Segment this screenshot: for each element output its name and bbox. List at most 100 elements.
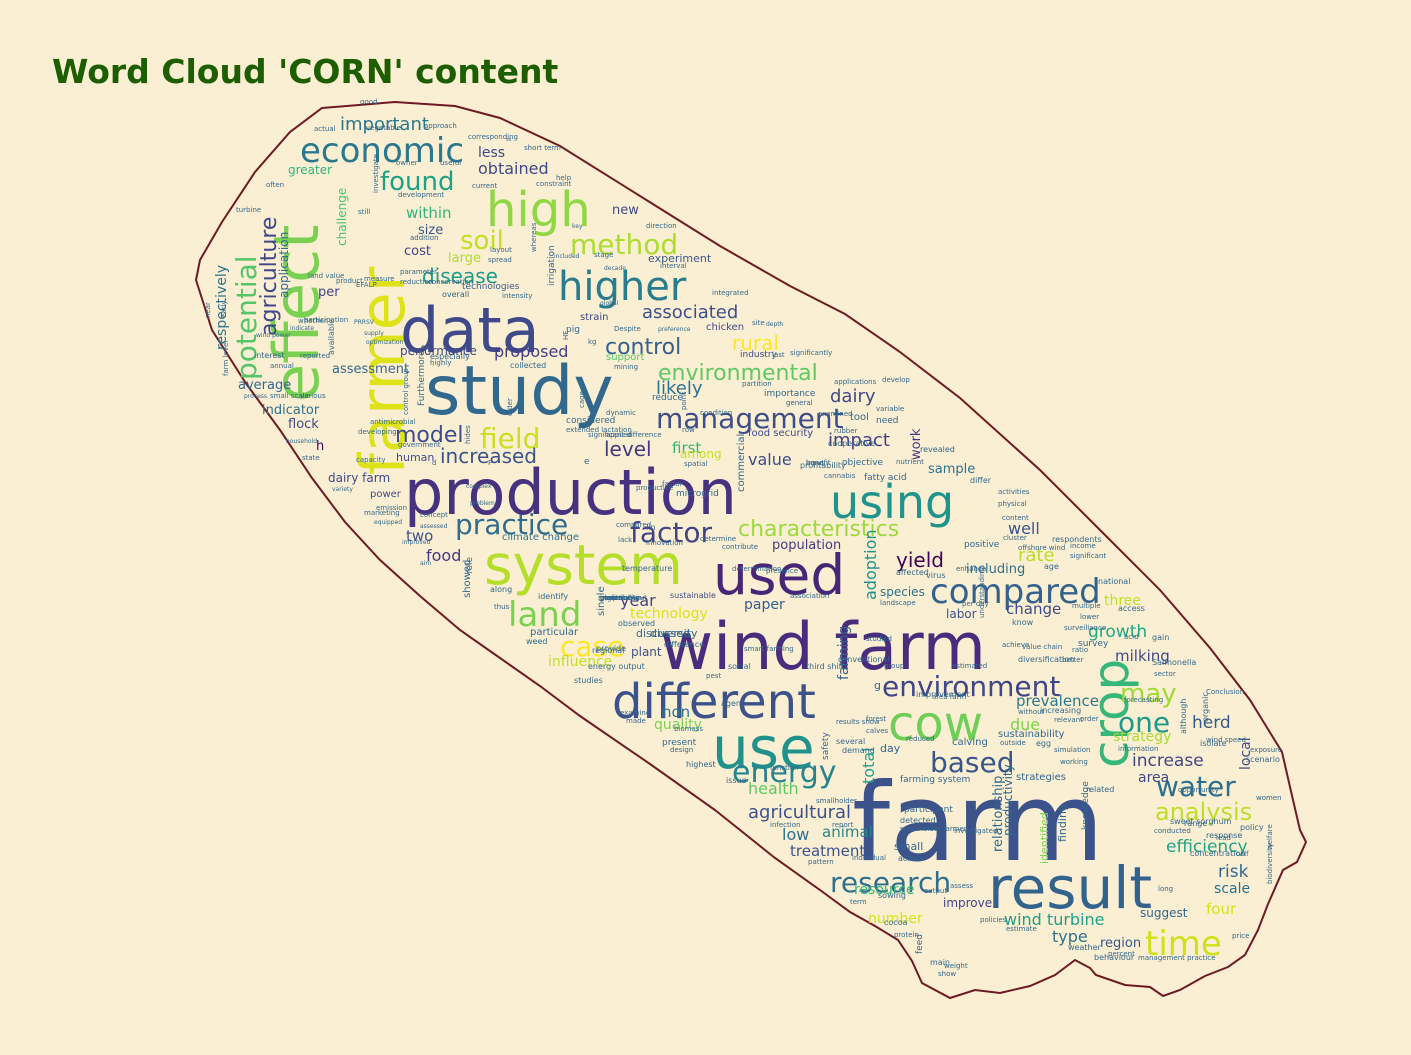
word-quality: quality <box>654 717 702 733</box>
word-likely: likely <box>656 378 703 399</box>
word-conservation: conservation <box>428 278 473 286</box>
word-addition: addition <box>410 234 439 242</box>
word-profitability: profitability <box>800 461 846 470</box>
word-point: point <box>680 392 688 410</box>
word-cannabis: cannabis <box>824 472 856 480</box>
word-single: single <box>596 586 607 616</box>
word-landscape: landscape <box>880 599 916 607</box>
word-long: long <box>1158 885 1173 893</box>
word-factor: factor <box>630 516 713 549</box>
word-respondents: respondents <box>1052 535 1102 544</box>
word-related: related <box>1086 785 1114 794</box>
word-climate-change: climate change <box>502 532 579 543</box>
word-per: per <box>318 285 340 300</box>
word-resource: resource <box>854 882 915 898</box>
word-design: design <box>670 746 693 754</box>
word-obtained: obtained <box>478 159 549 178</box>
word-enhance: enhance <box>956 565 986 573</box>
word-useful: useful <box>440 159 461 167</box>
word-scale: scale <box>1214 881 1250 897</box>
word-average: average <box>238 378 291 393</box>
word-data: data <box>400 294 540 367</box>
word-estimate: estimate <box>1006 925 1037 933</box>
word-across: across <box>898 854 924 863</box>
word-h: h <box>316 439 324 454</box>
word-g: g <box>874 679 881 692</box>
word-although: although <box>1179 699 1188 734</box>
word-value-chain: value chain <box>1022 643 1062 651</box>
word-method: method <box>570 228 678 261</box>
word-particular: particular <box>530 627 579 638</box>
word-output: output <box>924 887 947 895</box>
word-affected: affected <box>896 568 929 577</box>
word-report: report <box>832 821 854 829</box>
word-vegetable: vegetable <box>366 124 401 132</box>
word-various: various <box>300 392 326 400</box>
word-present: present <box>662 738 697 748</box>
word-offshore-wind: offshore wind <box>1018 544 1065 552</box>
word-result: result <box>988 854 1152 922</box>
word-general: general <box>786 399 813 407</box>
word-function: function <box>770 764 799 772</box>
word-technology: technology <box>630 606 708 622</box>
word-interest: interest <box>254 351 285 360</box>
word-sweet-sorghum: sweet sorghum <box>1170 817 1232 826</box>
word-develop: develop <box>882 376 910 384</box>
word-management-practice: management practice <box>1138 954 1215 962</box>
word-high: high <box>486 182 591 238</box>
word-outside: outside <box>1000 739 1026 747</box>
word-identify: identify <box>538 592 568 601</box>
word-range: range <box>1184 819 1207 828</box>
word-owner: owner <box>396 159 418 167</box>
word-salmonella: Salmonella <box>1152 658 1196 667</box>
word-conclusion: Conclusion <box>1206 688 1244 696</box>
word-capacity: capacity <box>356 456 386 464</box>
word-uk: uk <box>600 594 609 602</box>
word-large: large <box>448 251 481 266</box>
word-along: along <box>490 585 512 594</box>
word-presence: presence <box>766 567 798 575</box>
word-intensity: intensity <box>502 292 532 300</box>
word-assess: assess <box>950 882 974 890</box>
word-land-value: land value <box>308 272 344 280</box>
word-dynamic: dynamic <box>606 409 636 417</box>
word-cluster: cluster <box>1003 534 1027 542</box>
word-well: well <box>1008 519 1040 538</box>
word-soil: soil <box>460 226 504 256</box>
word-chicken: chicken <box>706 322 744 333</box>
word-microgrid: microgrid <box>676 489 719 499</box>
word-investigated: investigated <box>954 827 997 835</box>
word-still: still <box>358 208 370 216</box>
word-examined: examined <box>818 410 853 418</box>
word-environmental: environmental <box>658 361 818 386</box>
word-rural: rural <box>732 331 779 355</box>
word-supply: supply <box>364 330 384 337</box>
word-welfare: welfare <box>1266 824 1274 850</box>
word-using: using <box>830 475 954 529</box>
word-herd: herd <box>1192 713 1231 733</box>
word-cooperative: cooperative <box>600 594 641 602</box>
word-third-shift: third shift <box>806 662 844 671</box>
word-constraint: constraint <box>536 180 572 188</box>
word-access: access <box>1118 604 1145 613</box>
word-economic: economic <box>300 131 464 171</box>
word-finding: finding <box>1056 804 1069 842</box>
word-day: day <box>880 742 901 755</box>
word-response: response <box>1206 831 1242 840</box>
word-policies: policies <box>980 916 1007 924</box>
word-feed: feed <box>915 934 925 954</box>
word-highly: highly <box>430 359 451 367</box>
word-significant-difference: significant difference <box>588 431 662 439</box>
word-control-group: control group <box>402 368 410 415</box>
word-percent: percent <box>1108 950 1135 958</box>
word-found: found <box>380 167 455 197</box>
word-without: without <box>1018 708 1045 716</box>
word-thus: thus <box>494 603 510 611</box>
word-among: among <box>680 447 722 461</box>
word-industry: industry <box>740 350 778 360</box>
word-support: support <box>606 352 644 363</box>
word-complex: complex <box>466 483 492 490</box>
word-one: one <box>1118 706 1170 739</box>
word-variable: variable <box>876 405 904 413</box>
